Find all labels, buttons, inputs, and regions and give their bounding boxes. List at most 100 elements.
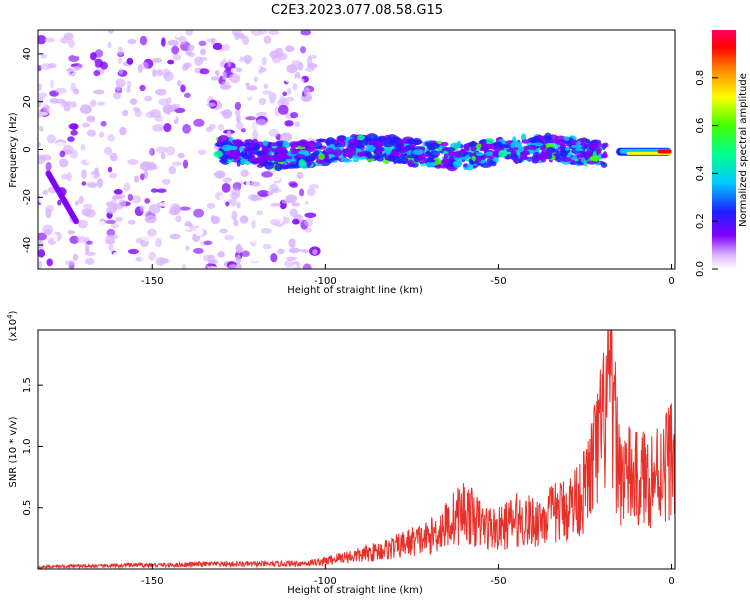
heatmap-cell bbox=[159, 201, 172, 207]
heatmap-cell bbox=[271, 123, 282, 129]
heatmap-cell bbox=[537, 153, 549, 160]
heatmap-cell bbox=[174, 31, 182, 38]
heatmap-cell bbox=[127, 38, 137, 45]
heatmap-cell bbox=[580, 157, 586, 164]
y-tick-label: 1.0 bbox=[22, 438, 33, 454]
heatmap-cell bbox=[570, 144, 583, 149]
heatmap-cell bbox=[107, 134, 115, 142]
heatmap-cell bbox=[520, 133, 527, 142]
heatmap-cell bbox=[117, 57, 123, 64]
heatmap-cell bbox=[39, 125, 44, 132]
heatmap-cell bbox=[475, 143, 482, 149]
heatmap-cell bbox=[269, 183, 279, 194]
heatmap-cell bbox=[463, 163, 468, 168]
heatmap-cell bbox=[231, 92, 241, 103]
multiplier-exponent: 4 bbox=[6, 314, 14, 319]
y-tick-label: 20 bbox=[22, 95, 33, 108]
heatmap-cell bbox=[122, 109, 129, 117]
heatmap-cell bbox=[107, 118, 119, 125]
heatmap-cell bbox=[64, 260, 76, 266]
heatmap-cell bbox=[264, 161, 274, 170]
heatmap-cell bbox=[85, 243, 90, 254]
heatmap-cell bbox=[285, 96, 295, 102]
colorbar-tick-label: 0.4 bbox=[695, 165, 706, 181]
heatmap-cell bbox=[242, 35, 250, 45]
heatmap-cell bbox=[469, 159, 474, 166]
heatmap-cell bbox=[304, 217, 314, 227]
figure-title: C2E3.2023.077.08.58.G15 bbox=[271, 3, 443, 18]
heatmap-cell bbox=[187, 44, 195, 52]
heatmap-cell bbox=[106, 201, 113, 207]
heatmap-cell bbox=[70, 129, 78, 136]
heatmap-cell bbox=[195, 126, 202, 133]
heatmap-cell bbox=[268, 142, 280, 147]
heatmap-cell bbox=[235, 121, 244, 130]
heatmap-cell bbox=[183, 225, 191, 230]
heatmap-cell bbox=[268, 30, 280, 36]
heatmap-cell bbox=[86, 240, 93, 245]
heatmap-cell bbox=[193, 208, 205, 218]
heatmap-cell bbox=[143, 136, 156, 141]
heatmap-cell bbox=[475, 156, 482, 163]
heatmap-cell bbox=[228, 153, 240, 158]
colorbar-tick-label: 0.6 bbox=[695, 118, 706, 134]
heatmap-cell bbox=[575, 160, 583, 164]
heatmap-cell bbox=[238, 146, 244, 152]
heatmap-cell bbox=[251, 220, 256, 229]
heatmap-cell bbox=[38, 142, 42, 147]
heatmap-cell bbox=[73, 218, 80, 225]
heatmap-cell bbox=[220, 80, 231, 91]
heatmap-cell bbox=[38, 232, 47, 241]
heatmap-cell bbox=[288, 247, 301, 254]
heatmap-cell bbox=[85, 181, 98, 187]
y-tick-label: 1.5 bbox=[22, 377, 33, 393]
heatmap-cell bbox=[42, 189, 49, 196]
heatmap-cell bbox=[260, 227, 272, 234]
heatmap-cell bbox=[306, 187, 316, 197]
heatmap-cell bbox=[72, 51, 81, 57]
heatmap-cell bbox=[248, 143, 255, 149]
heatmap-cell bbox=[139, 84, 146, 92]
heatmap-cell bbox=[230, 67, 237, 74]
heatmap-cell bbox=[134, 109, 142, 118]
heatmap-cell bbox=[127, 193, 134, 201]
heatmap-cell bbox=[70, 123, 79, 131]
heatmap-cell bbox=[208, 163, 219, 173]
heatmap-cell bbox=[281, 223, 294, 232]
heatmap-cell bbox=[302, 263, 312, 269]
heatmap-cell bbox=[601, 143, 606, 151]
heatmap-cell bbox=[141, 263, 153, 269]
spectrogram-y-label: Frequency (Hz) bbox=[8, 112, 19, 188]
heatmap-cell bbox=[96, 151, 101, 162]
snr-axes: -150 -100 -50 0 0.5 1.0 1.5 bbox=[22, 377, 675, 587]
heatmap-cell bbox=[263, 35, 272, 44]
heatmap-cell bbox=[112, 61, 118, 70]
heatmap-cell bbox=[274, 71, 280, 79]
heatmap-cell bbox=[426, 159, 436, 163]
heatmap-cell bbox=[270, 202, 282, 207]
heatmap-cell bbox=[288, 180, 298, 187]
heatmap-cell bbox=[163, 123, 172, 133]
snr-series-line bbox=[38, 330, 675, 569]
heatmap-cell bbox=[600, 162, 608, 168]
heatmap-cell bbox=[235, 113, 241, 124]
heatmap-cell bbox=[225, 201, 230, 207]
heatmap-cell bbox=[147, 39, 155, 49]
heatmap-cell bbox=[246, 85, 258, 91]
heatmap-cell bbox=[306, 161, 311, 169]
heatmap-cell bbox=[66, 76, 72, 81]
heatmap-cell bbox=[301, 95, 310, 101]
heatmap-cell bbox=[245, 161, 251, 166]
multiplier-close: ) bbox=[8, 310, 19, 314]
colorbar-tick-label: 0.8 bbox=[695, 70, 706, 86]
heatmap-cell bbox=[413, 155, 419, 163]
heatmap-cell bbox=[59, 70, 71, 75]
heatmap-cell bbox=[270, 218, 281, 226]
heatmap-cell bbox=[38, 35, 47, 45]
heatmap-cell bbox=[234, 101, 242, 111]
heatmap-cell bbox=[117, 141, 126, 146]
heatmap-cell bbox=[249, 232, 260, 243]
heatmap-cell bbox=[152, 68, 157, 78]
colorbar-tick-label: 0.2 bbox=[695, 213, 706, 229]
heatmap-cell bbox=[657, 149, 672, 154]
